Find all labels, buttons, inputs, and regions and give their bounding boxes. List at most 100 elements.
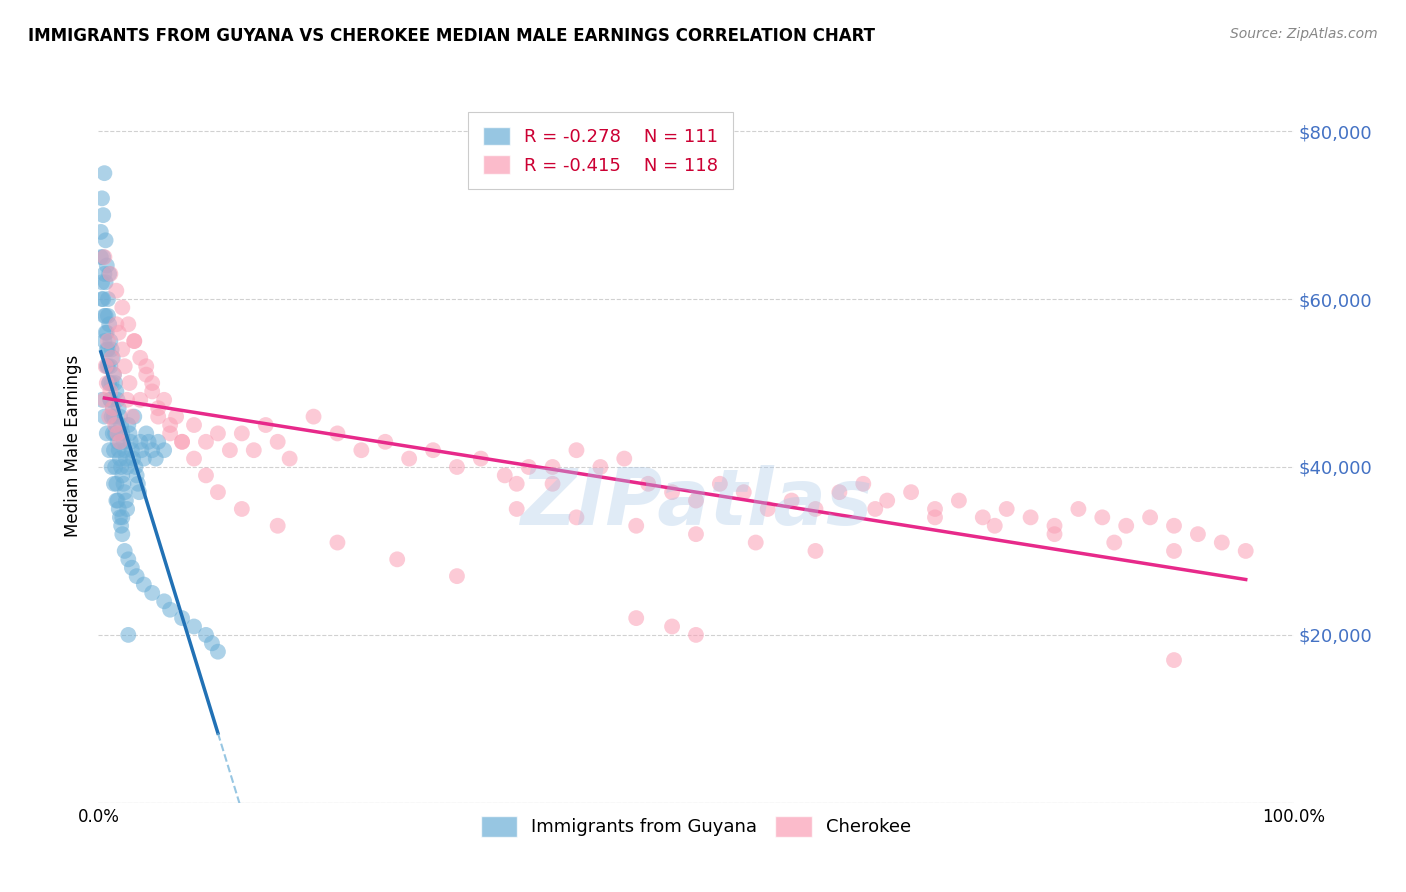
Text: IMMIGRANTS FROM GUYANA VS CHEROKEE MEDIAN MALE EARNINGS CORRELATION CHART: IMMIGRANTS FROM GUYANA VS CHEROKEE MEDIA…	[28, 27, 875, 45]
Point	[141, 376, 163, 390]
Point	[207, 485, 229, 500]
Point	[1067, 502, 1090, 516]
Point	[195, 468, 218, 483]
Point	[231, 426, 253, 441]
Point	[91, 292, 114, 306]
Point	[127, 476, 149, 491]
Text: Source: ZipAtlas.com: Source: ZipAtlas.com	[1230, 27, 1378, 41]
Point	[172, 434, 194, 449]
Point	[96, 259, 118, 273]
Point	[995, 502, 1018, 516]
Point	[97, 309, 120, 323]
Point	[506, 476, 529, 491]
Point	[141, 443, 163, 458]
Point	[120, 434, 142, 449]
Point	[107, 443, 129, 458]
Point	[201, 636, 224, 650]
Point	[107, 502, 129, 516]
Point	[94, 275, 117, 289]
Point	[107, 326, 129, 340]
Point	[494, 468, 516, 483]
Point	[385, 552, 409, 566]
Point	[91, 250, 114, 264]
Point	[565, 443, 588, 458]
Point	[135, 359, 157, 374]
Point	[207, 426, 229, 441]
Point	[183, 417, 205, 432]
Point	[105, 384, 128, 399]
Point	[94, 233, 117, 247]
Point	[96, 426, 118, 441]
Point	[1115, 518, 1137, 533]
Point	[219, 443, 242, 458]
Point	[96, 376, 118, 390]
Point	[107, 392, 129, 407]
Point	[107, 426, 129, 441]
Point	[132, 451, 155, 466]
Point	[117, 417, 139, 432]
Point	[111, 426, 134, 441]
Point	[103, 443, 125, 458]
Point	[104, 417, 127, 432]
Point	[267, 434, 290, 449]
Point	[148, 434, 170, 449]
Point	[159, 426, 181, 441]
Point	[108, 434, 131, 449]
Point	[91, 208, 114, 222]
Point	[117, 318, 139, 332]
Point	[541, 476, 564, 491]
Point	[110, 460, 132, 475]
Point	[103, 368, 125, 382]
Point	[804, 544, 827, 558]
Point	[91, 392, 114, 407]
Point	[90, 250, 112, 264]
Point	[183, 451, 205, 466]
Point	[613, 451, 636, 466]
Point	[145, 451, 167, 466]
Point	[326, 426, 349, 441]
Point	[121, 409, 143, 424]
Point	[254, 417, 277, 432]
Point	[195, 628, 218, 642]
Point	[97, 292, 120, 306]
Point	[91, 275, 114, 289]
Point	[107, 401, 129, 416]
Point	[1091, 510, 1114, 524]
Point	[1163, 518, 1185, 533]
Point	[105, 417, 128, 432]
Point	[685, 628, 707, 642]
Point	[1163, 544, 1185, 558]
Point	[637, 476, 659, 491]
Point	[96, 343, 118, 357]
Point	[100, 409, 122, 424]
Point	[114, 544, 136, 558]
Point	[565, 510, 588, 524]
Point	[302, 409, 325, 424]
Point	[124, 334, 146, 348]
Point	[104, 426, 127, 441]
Point	[112, 434, 135, 449]
Point	[446, 569, 468, 583]
Point	[98, 376, 121, 390]
Point	[101, 401, 124, 416]
Point	[129, 392, 152, 407]
Legend: Immigrants from Guyana, Cherokee: Immigrants from Guyana, Cherokee	[474, 808, 918, 844]
Point	[183, 619, 205, 633]
Point	[350, 443, 373, 458]
Point	[231, 502, 253, 516]
Point	[876, 493, 898, 508]
Point	[1043, 527, 1066, 541]
Point	[97, 343, 120, 357]
Point	[101, 401, 124, 416]
Point	[93, 267, 115, 281]
Point	[1234, 544, 1257, 558]
Point	[104, 376, 127, 390]
Point	[1187, 527, 1209, 541]
Point	[267, 518, 290, 533]
Point	[924, 502, 946, 516]
Point	[1019, 510, 1042, 524]
Point	[115, 493, 138, 508]
Point	[105, 284, 128, 298]
Point	[90, 225, 112, 239]
Point	[804, 502, 827, 516]
